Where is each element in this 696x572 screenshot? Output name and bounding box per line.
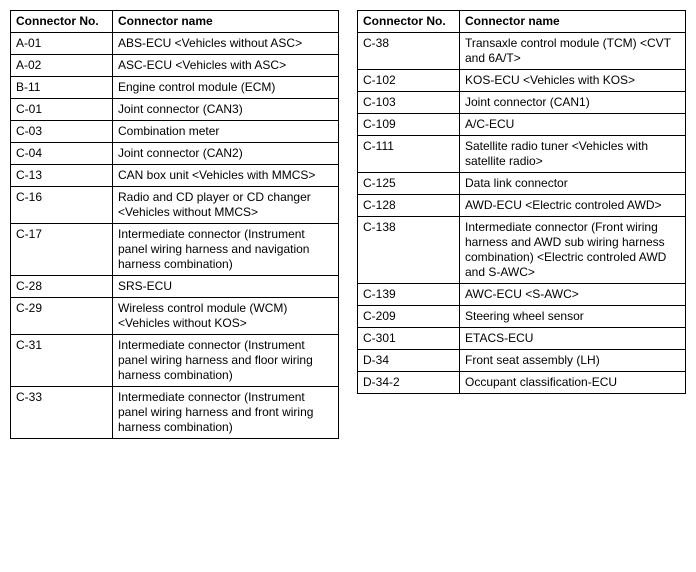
table-row: C-33Intermediate connector (Instrument p… <box>11 387 339 439</box>
cell-connector-name: Intermediate connector (Instrument panel… <box>113 387 339 439</box>
table-body-left: A-01ABS-ECU <Vehicles without ASC>A-02AS… <box>11 33 339 439</box>
cell-connector-name: ASC-ECU <Vehicles with ASC> <box>113 55 339 77</box>
connector-table-right: Connector No. Connector name C-38Transax… <box>357 10 686 394</box>
table-row: C-125Data link connector <box>358 173 686 195</box>
header-connector-name: Connector name <box>460 11 686 33</box>
cell-connector-no: C-33 <box>11 387 113 439</box>
table-row: C-103Joint connector (CAN1) <box>358 92 686 114</box>
cell-connector-name: Intermediate connector (Instrument panel… <box>113 335 339 387</box>
cell-connector-name: A/C-ECU <box>460 114 686 136</box>
table-row: C-109A/C-ECU <box>358 114 686 136</box>
cell-connector-name: AWC-ECU <S-AWC> <box>460 284 686 306</box>
cell-connector-name: Occupant classification-ECU <box>460 372 686 394</box>
table-row: C-301ETACS-ECU <box>358 328 686 350</box>
table-row: C-01Joint connector (CAN3) <box>11 99 339 121</box>
table-row: D-34-2Occupant classification-ECU <box>358 372 686 394</box>
cell-connector-no: C-04 <box>11 143 113 165</box>
cell-connector-no: C-209 <box>358 306 460 328</box>
table-row: C-29Wireless control module (WCM) <Vehic… <box>11 298 339 335</box>
cell-connector-name: Radio and CD player or CD changer <Vehic… <box>113 187 339 224</box>
table-header-row: Connector No. Connector name <box>358 11 686 33</box>
table-header-row: Connector No. Connector name <box>11 11 339 33</box>
cell-connector-no: C-13 <box>11 165 113 187</box>
cell-connector-no: A-02 <box>11 55 113 77</box>
cell-connector-no: C-109 <box>358 114 460 136</box>
table-row: C-38Transaxle control module (TCM) <CVT … <box>358 33 686 70</box>
cell-connector-no: C-17 <box>11 224 113 276</box>
table-row: A-01ABS-ECU <Vehicles without ASC> <box>11 33 339 55</box>
cell-connector-name: Transaxle control module (TCM) <CVT and … <box>460 33 686 70</box>
cell-connector-name: Front seat assembly (LH) <box>460 350 686 372</box>
cell-connector-no: C-301 <box>358 328 460 350</box>
header-connector-no: Connector No. <box>358 11 460 33</box>
cell-connector-no: C-31 <box>11 335 113 387</box>
cell-connector-no: C-139 <box>358 284 460 306</box>
cell-connector-name: SRS-ECU <box>113 276 339 298</box>
cell-connector-no: C-125 <box>358 173 460 195</box>
tables-container: Connector No. Connector name A-01ABS-ECU… <box>10 10 686 439</box>
cell-connector-name: Combination meter <box>113 121 339 143</box>
table-row: C-28SRS-ECU <box>11 276 339 298</box>
header-connector-no: Connector No. <box>11 11 113 33</box>
cell-connector-name: CAN box unit <Vehicles with MMCS> <box>113 165 339 187</box>
cell-connector-no: C-01 <box>11 99 113 121</box>
cell-connector-no: C-103 <box>358 92 460 114</box>
table-row: C-102KOS-ECU <Vehicles with KOS> <box>358 70 686 92</box>
table-row: C-31Intermediate connector (Instrument p… <box>11 335 339 387</box>
cell-connector-no: D-34-2 <box>358 372 460 394</box>
table-row: C-17Intermediate connector (Instrument p… <box>11 224 339 276</box>
table-row: A-02ASC-ECU <Vehicles with ASC> <box>11 55 339 77</box>
table-row: C-139AWC-ECU <S-AWC> <box>358 284 686 306</box>
cell-connector-no: C-138 <box>358 217 460 284</box>
cell-connector-name: Steering wheel sensor <box>460 306 686 328</box>
table-row: B-11Engine control module (ECM) <box>11 77 339 99</box>
table-body-right: C-38Transaxle control module (TCM) <CVT … <box>358 33 686 394</box>
cell-connector-name: Joint connector (CAN3) <box>113 99 339 121</box>
cell-connector-no: C-16 <box>11 187 113 224</box>
cell-connector-name: Wireless control module (WCM) <Vehicles … <box>113 298 339 335</box>
cell-connector-no: C-29 <box>11 298 113 335</box>
cell-connector-name: AWD-ECU <Electric controled AWD> <box>460 195 686 217</box>
cell-connector-no: C-38 <box>358 33 460 70</box>
cell-connector-no: C-111 <box>358 136 460 173</box>
table-row: C-111Satellite radio tuner <Vehicles wit… <box>358 136 686 173</box>
cell-connector-no: C-128 <box>358 195 460 217</box>
cell-connector-no: C-03 <box>11 121 113 143</box>
table-row: C-138Intermediate connector (Front wirin… <box>358 217 686 284</box>
table-row: C-03Combination meter <box>11 121 339 143</box>
table-row: D-34Front seat assembly (LH) <box>358 350 686 372</box>
table-row: C-128AWD-ECU <Electric controled AWD> <box>358 195 686 217</box>
cell-connector-no: D-34 <box>358 350 460 372</box>
table-row: C-13CAN box unit <Vehicles with MMCS> <box>11 165 339 187</box>
cell-connector-name: Data link connector <box>460 173 686 195</box>
table-row: C-209Steering wheel sensor <box>358 306 686 328</box>
connector-table-left: Connector No. Connector name A-01ABS-ECU… <box>10 10 339 439</box>
cell-connector-name: Intermediate connector (Instrument panel… <box>113 224 339 276</box>
table-row: C-04Joint connector (CAN2) <box>11 143 339 165</box>
table-row: C-16Radio and CD player or CD changer <V… <box>11 187 339 224</box>
cell-connector-name: KOS-ECU <Vehicles with KOS> <box>460 70 686 92</box>
cell-connector-name: ETACS-ECU <box>460 328 686 350</box>
cell-connector-name: Satellite radio tuner <Vehicles with sat… <box>460 136 686 173</box>
header-connector-name: Connector name <box>113 11 339 33</box>
cell-connector-no: C-102 <box>358 70 460 92</box>
cell-connector-name: Joint connector (CAN1) <box>460 92 686 114</box>
cell-connector-name: ABS-ECU <Vehicles without ASC> <box>113 33 339 55</box>
cell-connector-name: Joint connector (CAN2) <box>113 143 339 165</box>
cell-connector-no: C-28 <box>11 276 113 298</box>
cell-connector-no: B-11 <box>11 77 113 99</box>
cell-connector-no: A-01 <box>11 33 113 55</box>
cell-connector-name: Intermediate connector (Front wiring har… <box>460 217 686 284</box>
cell-connector-name: Engine control module (ECM) <box>113 77 339 99</box>
